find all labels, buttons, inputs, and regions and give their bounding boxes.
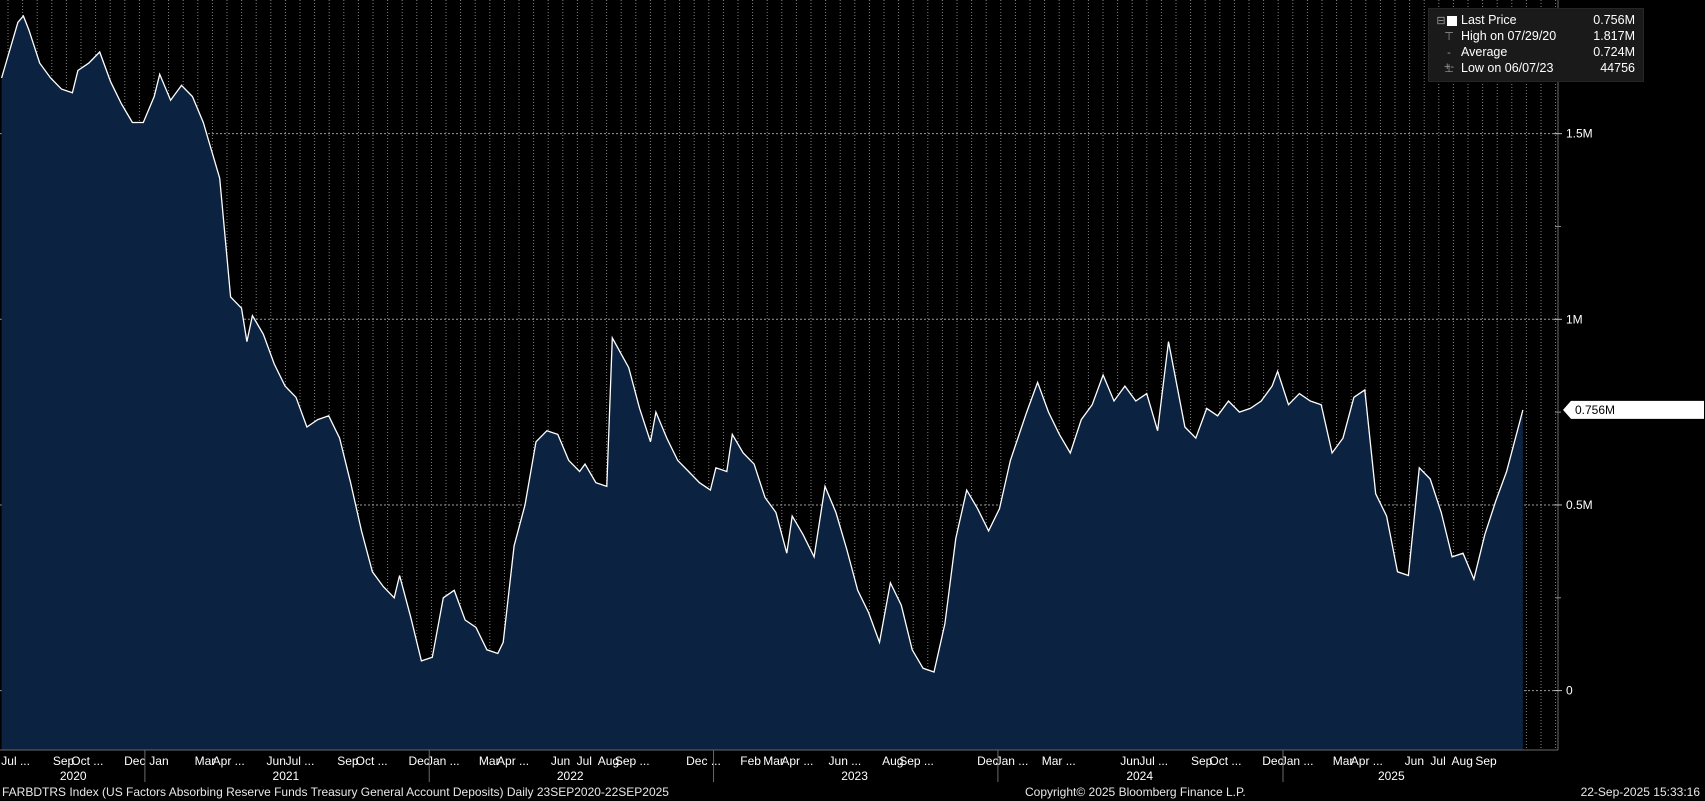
footer-copyright: Copyright© 2025 Bloomberg Finance L.P. bbox=[1025, 785, 1246, 799]
series-area bbox=[1, 16, 1523, 750]
x-month-label: Apr ... bbox=[213, 754, 245, 768]
x-month-label: Jul bbox=[1430, 754, 1445, 768]
y-tick-label: 0 bbox=[1566, 684, 1573, 698]
x-month-label: Jun bbox=[1405, 754, 1424, 768]
x-month-label: Sep bbox=[337, 754, 359, 768]
x-month-label: Mar bbox=[195, 754, 216, 768]
footer-index-description: FARBDTRS Index (US Factors Absorbing Res… bbox=[2, 785, 669, 799]
x-month-label: Jul ... bbox=[286, 754, 315, 768]
x-month-label: Feb bbox=[740, 754, 761, 768]
legend-row-last: ⊟ Last Price 0.756M bbox=[1429, 13, 1643, 29]
x-month-label: Jan ... bbox=[996, 754, 1029, 768]
x-year-label: 2023 bbox=[841, 769, 868, 783]
legend-last-value: 0.756M bbox=[1593, 13, 1635, 27]
y-tick-label: 1.5M bbox=[1566, 127, 1593, 141]
x-month-label: Sep bbox=[1191, 754, 1213, 768]
x-month-label: Aug bbox=[882, 754, 903, 768]
x-month-label: Jan bbox=[149, 754, 168, 768]
x-month-label: Sep ... bbox=[899, 754, 934, 768]
legend-row-average: -+- Average 0.724M bbox=[1429, 45, 1643, 73]
high-marker-icon: ⊤ bbox=[1444, 31, 1454, 43]
x-year-label: 2024 bbox=[1126, 769, 1153, 783]
x-month-label: Jan ... bbox=[1281, 754, 1314, 768]
x-month-label: Mar bbox=[479, 754, 500, 768]
legend-average-label: Average bbox=[1461, 45, 1508, 59]
x-month-label: Mar bbox=[763, 754, 784, 768]
x-year-label: 2022 bbox=[557, 769, 584, 783]
x-month-label: Mar ... bbox=[1042, 754, 1076, 768]
y-tick-label: 1M bbox=[1566, 312, 1583, 326]
last-price-tag-text: 0.756M bbox=[1575, 403, 1615, 417]
x-month-label: Apr ... bbox=[1351, 754, 1383, 768]
x-month-label: Dec bbox=[408, 754, 429, 768]
low-marker-icon: ⊥ bbox=[1444, 63, 1454, 75]
legend-low-value: 44756 bbox=[1600, 61, 1635, 75]
x-month-label: Oct ... bbox=[356, 754, 388, 768]
legend-expand-icon: ⊟ bbox=[1436, 15, 1446, 27]
x-month-label: Jun bbox=[551, 754, 570, 768]
x-month-label: Mar bbox=[1333, 754, 1354, 768]
x-month-label: Jul bbox=[577, 754, 592, 768]
x-month-label: Sep bbox=[53, 754, 75, 768]
legend-last-label: Last Price bbox=[1461, 13, 1517, 27]
x-month-label: Jul ... bbox=[1, 754, 30, 768]
y-axis-ticks: 0 0.5M 1M 1.5M bbox=[0, 0, 1593, 751]
legend-box: ⊟ Last Price 0.756M ⊤ High on 07/29/20 1… bbox=[1428, 8, 1644, 82]
last-price-tag: 0.756M bbox=[1563, 400, 1704, 419]
x-year-label: 2025 bbox=[1378, 769, 1405, 783]
y-tick-label: 0.5M bbox=[1566, 498, 1593, 512]
last-price-tag-shape bbox=[1563, 400, 1704, 419]
legend-swatch-white bbox=[1447, 16, 1457, 26]
legend-low-label: Low on 06/07/23 bbox=[1461, 61, 1554, 75]
x-month-label: Jan ... bbox=[427, 754, 460, 768]
legend-row-high: ⊤ High on 07/29/20 1.817M bbox=[1429, 29, 1643, 45]
series-line bbox=[0, 14, 1524, 673]
x-year-label: 2020 bbox=[60, 769, 87, 783]
x-month-label: Jun bbox=[1120, 754, 1139, 768]
x-month-label: Dec ... bbox=[686, 754, 721, 768]
legend-row-low: ⊥ Low on 06/07/23 44756 bbox=[1429, 61, 1643, 77]
x-year-label: 2021 bbox=[273, 769, 300, 783]
legend-high-value: 1.817M bbox=[1593, 29, 1635, 43]
x-month-label: Aug bbox=[1452, 754, 1473, 768]
x-month-label: Aug bbox=[598, 754, 619, 768]
x-month-label: Apr ... bbox=[497, 754, 529, 768]
x-month-label: Dec bbox=[977, 754, 998, 768]
legend-high-label: High on 07/29/20 bbox=[1461, 29, 1557, 43]
x-month-label: Oct ... bbox=[1209, 754, 1241, 768]
x-month-label: Apr ... bbox=[781, 754, 813, 768]
legend-average-value: 0.724M bbox=[1593, 45, 1635, 59]
x-month-label: Jun bbox=[267, 754, 286, 768]
x-month-label: Sep ... bbox=[615, 754, 650, 768]
footer-timestamp: 22-Sep-2025 15:33:16 bbox=[1580, 785, 1700, 799]
x-month-label: Jun ... bbox=[829, 754, 862, 768]
x-month-label: Dec bbox=[1262, 754, 1283, 768]
x-month-label: Dec bbox=[124, 754, 145, 768]
x-month-label: Sep bbox=[1475, 754, 1497, 768]
x-month-label: Oct ... bbox=[71, 754, 103, 768]
average-marker-icon: -+- bbox=[1443, 47, 1455, 73]
x-month-label: Jul ... bbox=[1139, 754, 1168, 768]
